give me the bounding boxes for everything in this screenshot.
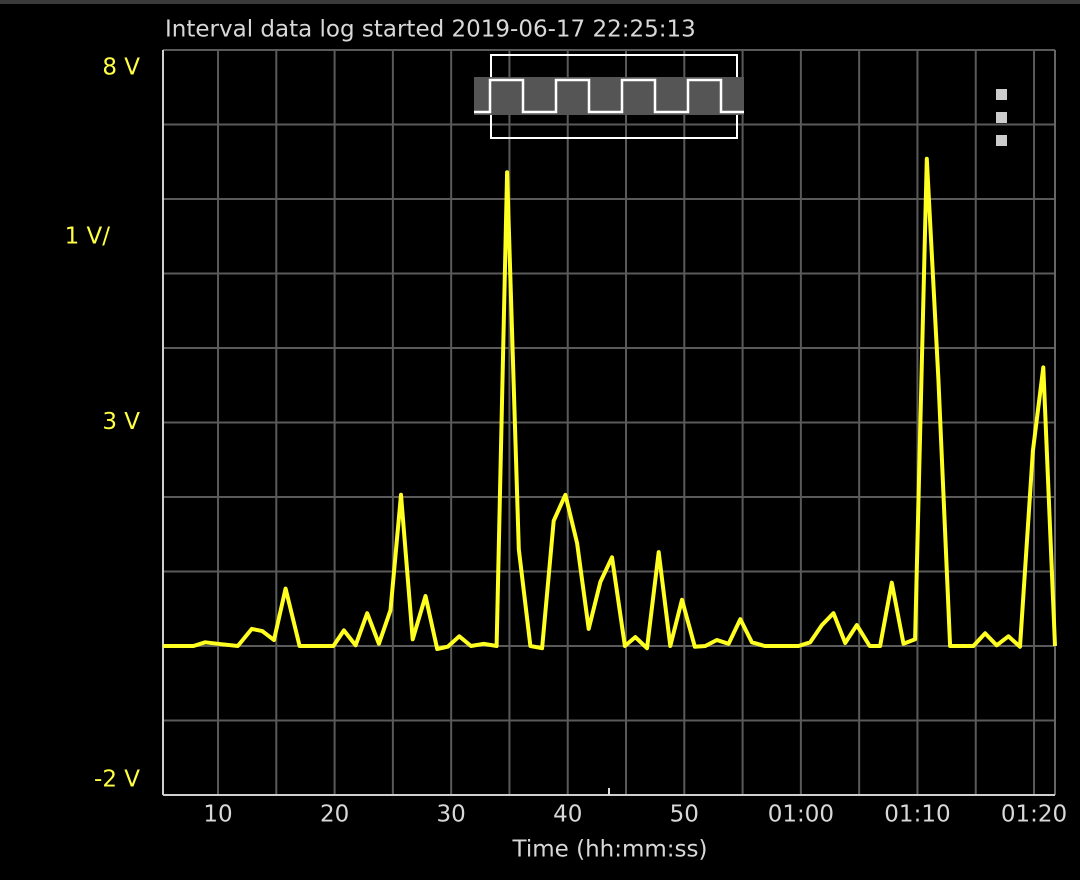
- x-tick-label: 01:00: [768, 802, 834, 828]
- y-tick-label: 3 V: [102, 409, 140, 435]
- data-line: [163, 156, 1057, 651]
- x-tick-label: 40: [553, 802, 582, 828]
- x-axis-title: Time (hh:mm:ss): [512, 837, 708, 863]
- menu-dot: [996, 89, 1007, 100]
- square-wave: [474, 78, 744, 114]
- x-tick-label: 20: [320, 802, 349, 828]
- status-strip: [0, 0, 1080, 4]
- chart-title: Interval data log started 2019-06-17 22:…: [165, 17, 696, 43]
- menu-dot: [996, 112, 1007, 123]
- plot: [163, 156, 1057, 651]
- icon-band: [474, 77, 744, 115]
- scale-label: 1 V/: [65, 224, 111, 250]
- y-tick-label: -2 V: [94, 767, 140, 793]
- x-tick-label: 30: [437, 802, 466, 828]
- trigger-icon[interactable]: [474, 54, 744, 139]
- x-tick-label: 50: [670, 802, 699, 828]
- y-tick-label: 8 V: [102, 55, 140, 81]
- x-tick-label: 01:10: [884, 802, 950, 828]
- menu-dot: [996, 135, 1007, 146]
- x-tick-label: 01:20: [1001, 802, 1067, 828]
- x-tick-label: 10: [203, 802, 232, 828]
- menu-button[interactable]: [996, 89, 1007, 146]
